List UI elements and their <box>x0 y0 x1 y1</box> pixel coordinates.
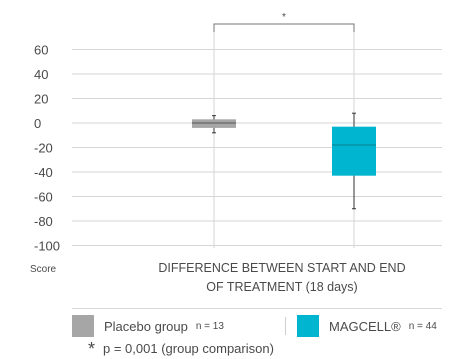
box-plot-chart: 60 40 20 0 -20 -40 -60 -80 -100 * Score DIFFEREN… <box>30 12 442 294</box>
legend-item-magcell: MAGCELL® n = 44 <box>297 315 437 337</box>
legend-n-magcell: n = 44 <box>408 320 437 332</box>
x-axis-label-line1: DIFFERENCE BETWEEN START AND END <box>158 261 405 275</box>
bracket-line <box>213 23 355 32</box>
y-tick-label: -40 <box>34 165 53 180</box>
y-tick-label: -20 <box>34 141 53 156</box>
legend-label-placebo: Placebo group <box>104 318 188 334</box>
box-iqr <box>332 126 376 176</box>
x-axis-label-line2: OF TREATMENT (18 days) <box>206 280 357 294</box>
y-tick-labels: 60 40 20 0 -20 -40 -60 -80 -100 <box>34 43 60 254</box>
box-series <box>192 112 376 210</box>
y-tick-label: -100 <box>34 239 60 254</box>
legend-label-magcell: MAGCELL® <box>329 318 401 334</box>
legend-divider <box>285 317 286 335</box>
grid-lines <box>72 30 442 248</box>
y-tick-label: 0 <box>34 116 41 131</box>
legend-item-placebo: Placebo group n = 13 <box>72 315 224 337</box>
footnote: * p = 0,001 (group comparison) <box>88 338 274 359</box>
y-tick-label: 60 <box>34 43 48 58</box>
footnote-text: p = 0,001 (group comparison) <box>103 341 274 356</box>
y-tick-label: 40 <box>34 67 48 82</box>
significance-star: * <box>282 12 286 23</box>
y-tick-label: -60 <box>34 190 53 205</box>
footnote-star: * <box>88 338 96 359</box>
y-tick-label: -80 <box>34 214 53 229</box>
y-tick-label: 20 <box>34 92 48 107</box>
legend: Placebo group n = 13 MAGCELL® n = 44 <box>72 308 442 340</box>
box-iqr <box>192 119 236 128</box>
significance-bracket: * <box>213 12 355 32</box>
legend-swatch-placebo <box>72 315 94 337</box>
legend-swatch-magcell <box>297 315 319 337</box>
y-axis-label: Score <box>30 264 57 275</box>
legend-n-placebo: n = 13 <box>195 320 224 332</box>
